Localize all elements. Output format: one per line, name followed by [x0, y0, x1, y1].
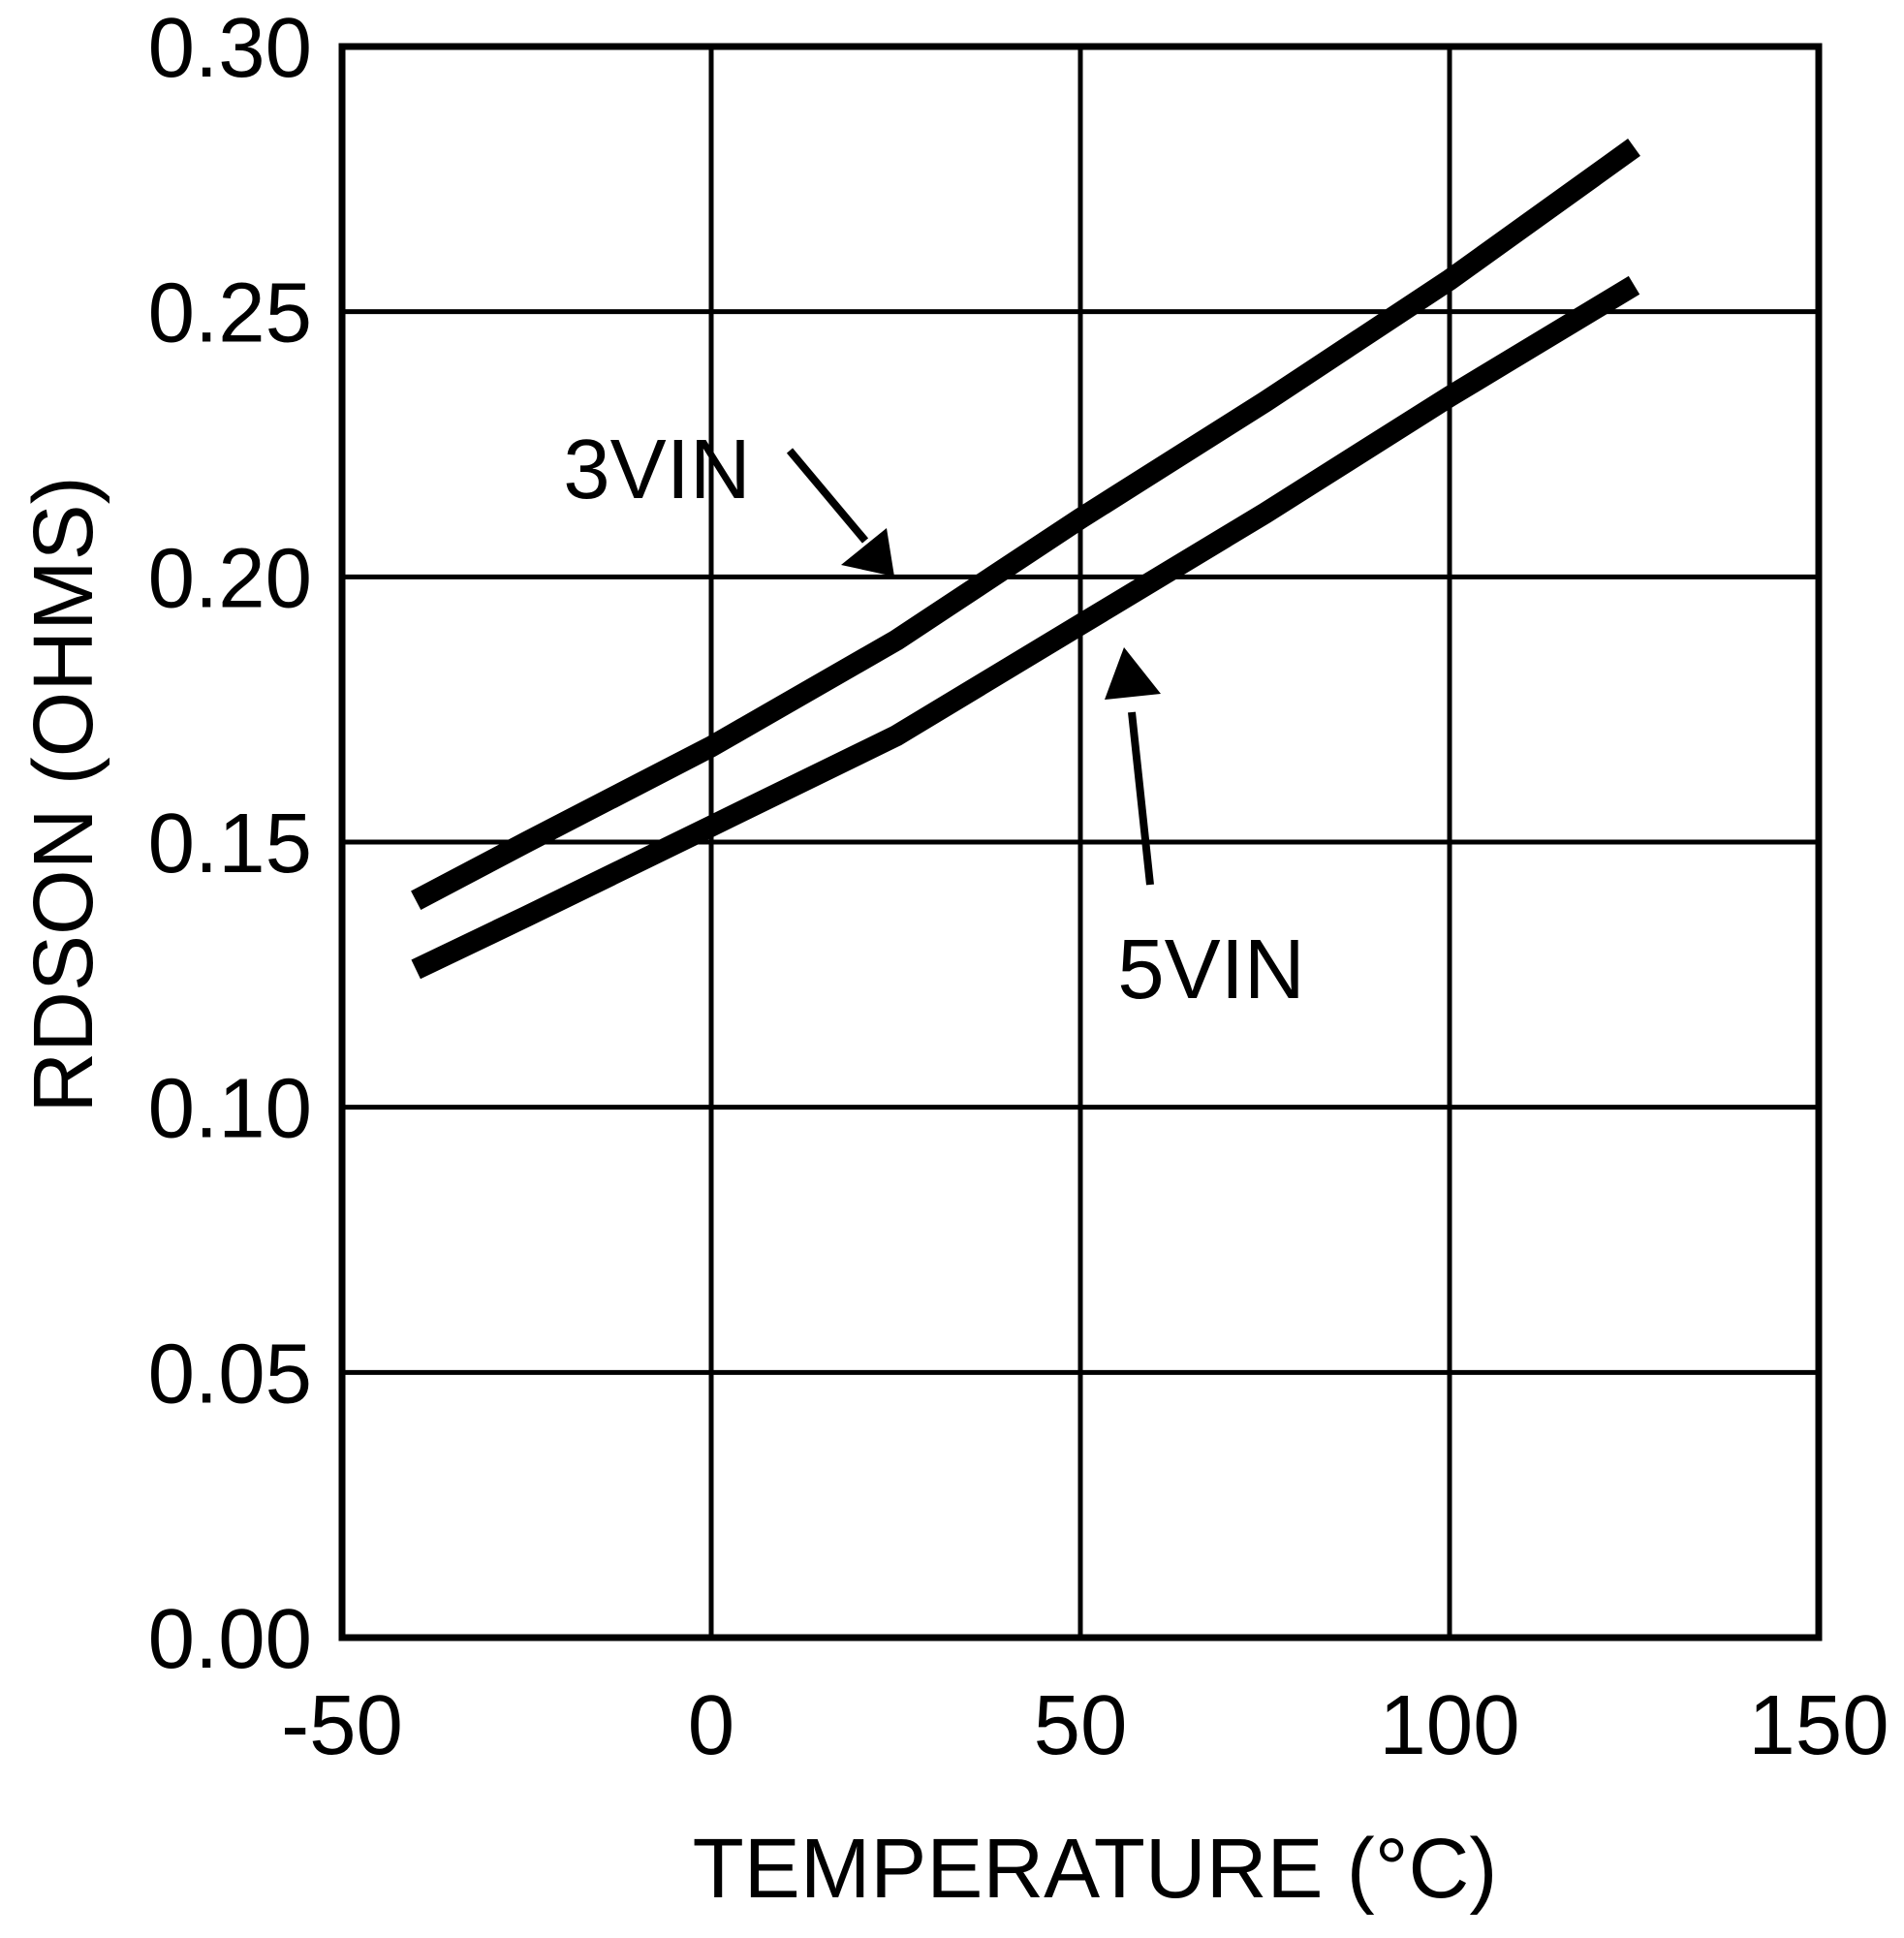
y-tick-label: 0.15 [148, 797, 312, 891]
arrow-3vin-head [841, 528, 894, 577]
arrow-5vin-shaft [1128, 711, 1154, 886]
x-axis-title: TEMPERATURE (°C) [693, 1822, 1498, 1916]
arrow-3vin-shaft [786, 448, 869, 544]
series-label-5vin: 5VIN [1117, 922, 1304, 1016]
arrow-5vin-head [1105, 647, 1161, 700]
arrow-5vin [1105, 647, 1161, 886]
series-label-3vin: 3VIN [563, 422, 750, 516]
x-tick-label: 150 [1748, 1678, 1888, 1772]
y-tick-label: 0.00 [148, 1592, 312, 1686]
y-tick-label: 0.25 [148, 266, 312, 360]
x-tick-label: 100 [1379, 1678, 1519, 1772]
y-tick-label: 0.10 [148, 1062, 312, 1156]
curve-5vin [411, 275, 1640, 980]
y-tick-label: 0.05 [148, 1327, 312, 1421]
plot-border [338, 43, 1823, 1641]
gridlines [342, 47, 1819, 1638]
curve-3vin [411, 139, 1640, 910]
x-tick-label: 0 [688, 1678, 734, 1772]
y-tick-label: 0.20 [148, 531, 312, 625]
x-tick-label: -50 [281, 1678, 403, 1772]
arrow-3vin [786, 448, 894, 577]
y-tick-label: 0.30 [148, 1, 312, 95]
x-tick-label: 50 [1034, 1678, 1128, 1772]
y-axis-title: RDSON (OHMS) [16, 476, 110, 1112]
